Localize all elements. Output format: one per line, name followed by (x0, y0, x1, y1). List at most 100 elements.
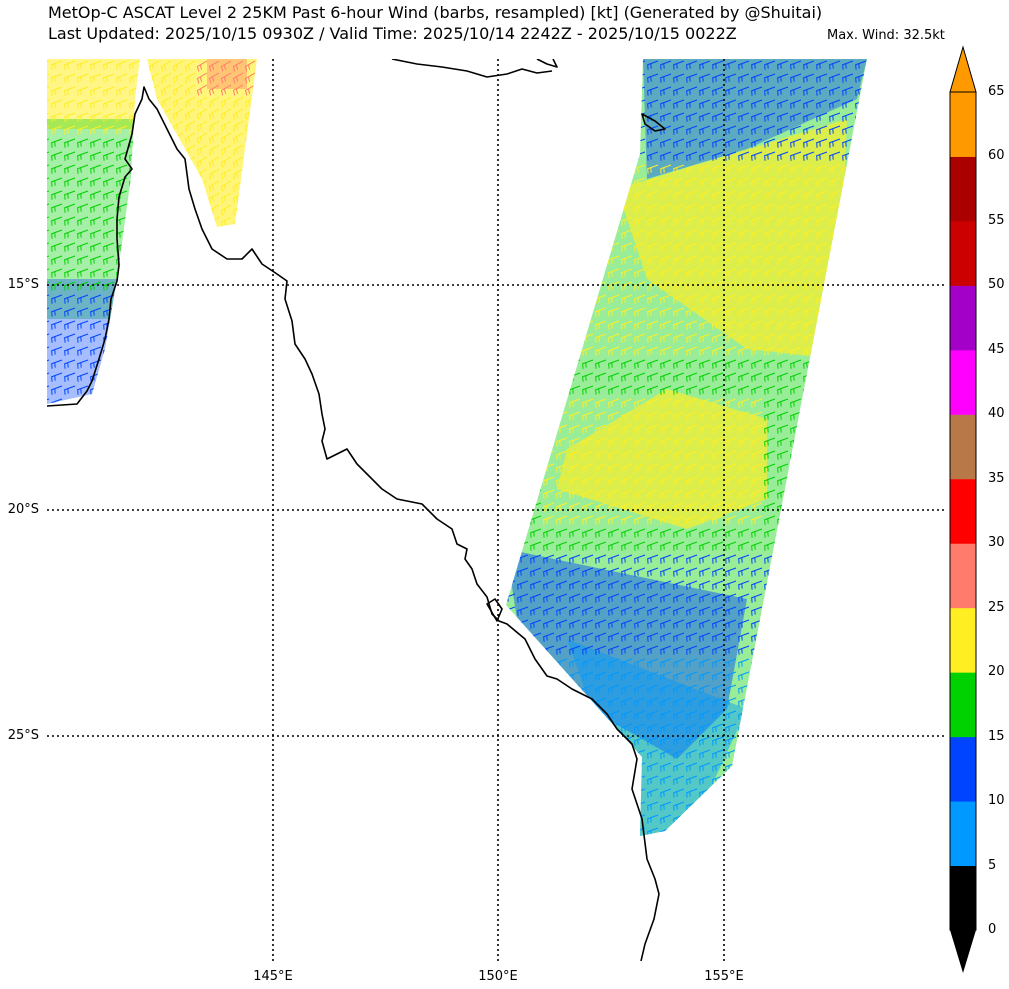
wind-barb (621, 645, 633, 655)
wind-barb (160, 60, 172, 72)
wind-barb (660, 697, 672, 707)
wind-barb (738, 684, 750, 694)
wind-barb (556, 307, 568, 317)
wind-barb (595, 528, 607, 538)
wind-barb (90, 346, 102, 356)
wind-barb (855, 125, 867, 135)
wind-barb (621, 632, 633, 642)
wind-barb (232, 108, 244, 120)
wind-barb (160, 168, 172, 180)
wind-barb (77, 320, 89, 330)
wind-barb (673, 736, 685, 746)
wind-barb (556, 489, 568, 499)
wind-barb (829, 580, 841, 590)
wind-barb (712, 528, 724, 538)
wind-barb (777, 112, 789, 122)
wind-barb (790, 216, 802, 226)
wind-barb (751, 528, 763, 538)
wind-barb (764, 697, 776, 707)
wind-barb (517, 606, 529, 616)
wind-barb (764, 177, 776, 187)
wind-barb (621, 112, 633, 122)
wind-barb (595, 398, 607, 408)
wind-barb (699, 775, 711, 785)
wind-barb (725, 203, 737, 213)
wind-barb (543, 320, 555, 330)
wind-barb (777, 554, 789, 564)
wind-barb (816, 229, 828, 239)
wind-barb (673, 684, 685, 694)
wind-barb (569, 710, 581, 720)
wind-barb (517, 775, 529, 785)
wind-barb (725, 554, 737, 564)
wind-barb (492, 191, 502, 200)
wind-barb (595, 320, 607, 330)
wind-barb (595, 424, 607, 434)
wind-barb (751, 684, 763, 694)
wind-barb (77, 151, 89, 161)
wind-barb (829, 281, 841, 291)
wind-barb (673, 775, 685, 785)
wind-barb (506, 112, 516, 122)
wind-barb (51, 281, 63, 291)
wind-barb (517, 333, 529, 343)
wind-barb (220, 192, 232, 204)
wind-barb (660, 99, 672, 109)
wind-barb (64, 359, 76, 369)
coastline (47, 59, 666, 961)
wind-barb (543, 775, 555, 785)
wind-barb (725, 736, 737, 746)
wind-barb (184, 84, 196, 96)
wind-barb (751, 372, 763, 382)
wind-barb (582, 567, 594, 577)
wind-barb (148, 132, 160, 144)
wind-barb (686, 788, 698, 798)
colorbar-tick-label: 25 (988, 599, 1005, 615)
wind-barb (90, 294, 102, 304)
wind-barb (790, 411, 802, 421)
wind-barb (725, 99, 737, 109)
wind-barb (647, 437, 659, 447)
wind-barb (790, 463, 802, 473)
wind-barb (595, 73, 607, 83)
wind-barb (634, 229, 646, 239)
wind-barb (738, 190, 750, 200)
wind-barb (686, 723, 698, 733)
wind-barb (129, 242, 140, 252)
wind-barb (686, 658, 698, 668)
wind-barb (492, 438, 502, 447)
wind-barb (842, 307, 854, 317)
wind-barb (517, 710, 529, 720)
wind-barb (172, 216, 184, 227)
wind-barb (751, 658, 763, 668)
wind-barb (621, 476, 633, 486)
wind-barb (712, 788, 724, 798)
wind-barb (855, 320, 867, 330)
wind-barb (103, 60, 115, 70)
wind-barb (543, 489, 555, 499)
wind-barb (647, 320, 659, 330)
wind-barb (517, 99, 529, 109)
wind-barb (686, 463, 698, 473)
wind-barb (634, 255, 646, 265)
wind-barb (608, 645, 620, 655)
wind-barb (699, 333, 711, 343)
wind-barb (647, 190, 659, 200)
wind-barb (492, 685, 502, 694)
wind-barb (621, 294, 633, 304)
wind-barb (647, 255, 659, 265)
wind-barb (77, 99, 89, 109)
wind-barb (634, 398, 646, 408)
wind-barb (738, 398, 750, 408)
wind-barb (556, 788, 568, 798)
wind-barb (556, 554, 568, 564)
wind-barb (777, 359, 789, 369)
wind-barb (738, 489, 750, 499)
wind-barb (842, 749, 854, 759)
wind-barb (517, 151, 529, 161)
wind-barb (699, 749, 711, 759)
wind-barb (608, 125, 620, 135)
wind-barb (208, 132, 220, 144)
wind-barb (855, 515, 867, 525)
wind-barb (595, 411, 607, 421)
